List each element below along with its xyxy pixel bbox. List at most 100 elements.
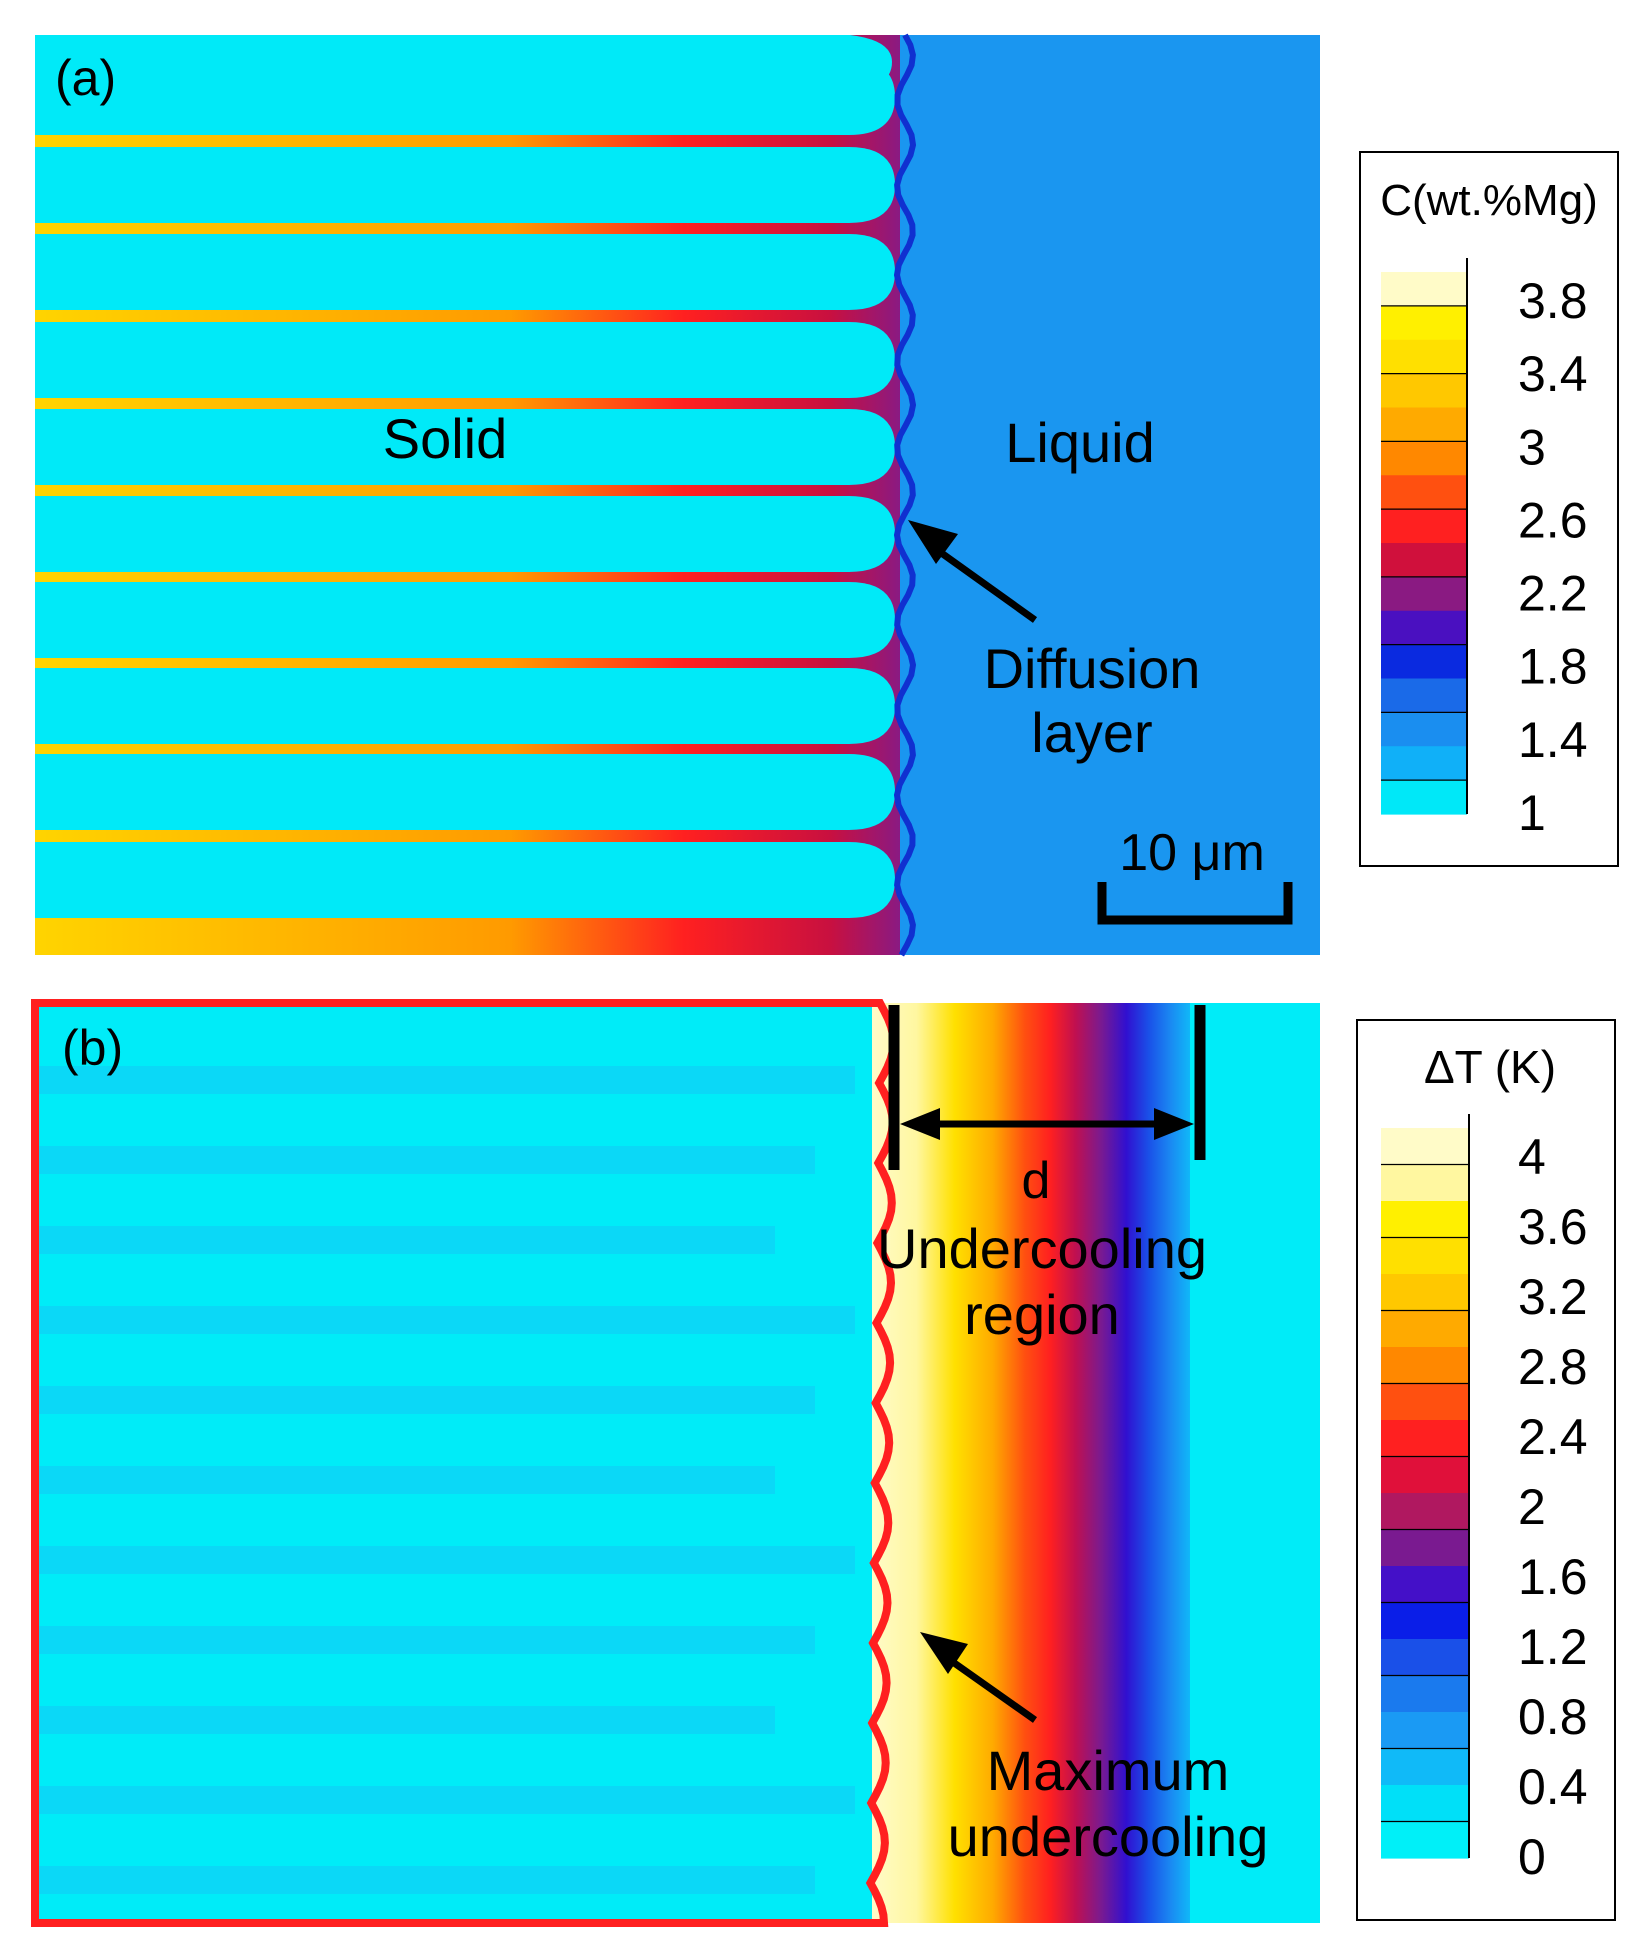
legend-tick-label: 3.8: [1518, 273, 1588, 329]
colorbar-swatch: [1381, 712, 1467, 747]
dendrite-4: [35, 322, 895, 398]
groove-11: [35, 1866, 815, 1894]
legend-tick-label: 3.6: [1518, 1199, 1588, 1255]
groove-5: [35, 1386, 815, 1414]
panel-a: (a) Solid Liquid Diffusion layer 10 μm: [35, 33, 1320, 957]
solid-label: Solid: [383, 407, 508, 470]
legend-b-title: ΔT (K): [1424, 1041, 1556, 1093]
colorbar-swatch: [1381, 1566, 1469, 1604]
legend-tick-label: 1.8: [1518, 639, 1588, 695]
groove-4: [35, 1306, 855, 1334]
diffusion-label-line2: layer: [1031, 701, 1152, 764]
colorbar-swatch: [1381, 1383, 1469, 1421]
legend-tick-label: 2.6: [1518, 492, 1588, 548]
dendrite-0: [35, 35, 892, 92]
colorbar-swatch: [1381, 746, 1467, 781]
d-arrow-head-right: [1154, 1108, 1194, 1140]
panel-a-dendrites: [35, 35, 895, 918]
legend-tick-label: 1.4: [1518, 712, 1588, 768]
colorbar-swatch: [1381, 1675, 1469, 1713]
groove-2: [35, 1146, 815, 1174]
colorbar-swatch: [1381, 373, 1467, 409]
max-undercooling-arrow-head: [920, 1632, 968, 1674]
colorbar-swatch: [1381, 305, 1467, 341]
panel-a-label: (a): [55, 50, 116, 106]
undercooling-field: [872, 1003, 1190, 1923]
legend-tick-label: 4: [1518, 1129, 1546, 1185]
colorbar-swatch: [1381, 1164, 1469, 1202]
legend-tick-label: 3: [1518, 419, 1546, 475]
panel-a-diffusion-layer: [893, 33, 917, 957]
colorbar-swatch: [1381, 1785, 1469, 1823]
dendrite-7: [35, 582, 895, 658]
colorbar-swatch: [1381, 1821, 1469, 1859]
colorbar-swatch: [1381, 1201, 1469, 1239]
colorbar-swatch: [1381, 1274, 1469, 1312]
colorbar-swatch: [1381, 339, 1467, 375]
colorbar-swatch: [1381, 644, 1467, 680]
colorbar-swatch: [1381, 441, 1467, 476]
panel-b: (b) d Undercooling region Maximum underc…: [31, 999, 1320, 1927]
legend-a-colorbar: [1381, 258, 1468, 815]
diffusion-arrow-head: [908, 520, 958, 564]
panel-b-solid-grooves: [35, 1066, 855, 1894]
liquid-label: Liquid: [1005, 411, 1154, 474]
max-undercooling-line1: Maximum: [987, 1739, 1230, 1802]
diffusion-arrow-shaft: [937, 549, 1038, 623]
colorbar-swatch: [1381, 678, 1467, 713]
dendrite-9: [35, 754, 895, 830]
colorbar-swatch: [1381, 1310, 1469, 1348]
groove-1: [35, 1066, 855, 1094]
colorbar-swatch: [1381, 1748, 1469, 1786]
colorbar-swatch: [1381, 1602, 1469, 1640]
colorbar-swatch: [1381, 509, 1467, 544]
d-label: d: [1022, 1152, 1051, 1210]
undercooling-region-line2: region: [964, 1283, 1120, 1346]
colorbar-swatch: [1381, 1456, 1469, 1494]
scale-bar-label: 10 μm: [1119, 824, 1265, 882]
groove-7: [35, 1546, 855, 1574]
colorbar-swatch: [1381, 1237, 1469, 1275]
legend-tick-label: 2.8: [1518, 1339, 1588, 1395]
dendrite-3: [35, 234, 895, 310]
legend-tick-label: 0.4: [1518, 1759, 1588, 1815]
colorbar-swatch: [1381, 1128, 1469, 1166]
colorbar-swatch: [1381, 1347, 1469, 1385]
dendrite-8: [35, 668, 895, 744]
legend-b-colorbar: [1381, 1114, 1470, 1859]
legend-tick-label: 0.8: [1518, 1689, 1588, 1745]
colorbar-swatch: [1381, 780, 1467, 815]
dendrite-10: [35, 842, 895, 918]
colorbar-swatch: [1381, 475, 1467, 510]
d-arrow-head-left: [900, 1108, 940, 1140]
legend-a-title: C(wt.%Mg): [1380, 176, 1598, 225]
colorbar-swatch: [1381, 610, 1467, 646]
legend-tick-label: 3.4: [1518, 346, 1588, 402]
legend-a-tick-labels: 3.8 3.4 3 2.6 2.2 1.8 1.4 1: [1518, 273, 1588, 841]
solid-liquid-interface: [31, 999, 898, 1927]
undercooling-region-line1: Undercooling: [877, 1217, 1207, 1280]
colorbar-swatch: [1381, 543, 1467, 578]
groove-3: [35, 1226, 775, 1254]
panel-b-label: (b): [62, 1020, 123, 1076]
colorbar-swatch: [1381, 1712, 1469, 1750]
dendrite-2: [35, 147, 895, 223]
dendrite-5: [35, 409, 895, 485]
max-undercooling-line2: undercooling: [948, 1805, 1269, 1868]
legend-a: C(wt.%Mg) 3.8 3.4 3 2.6 2.2 1.8 1.4 1: [1359, 151, 1619, 867]
legend-tick-label: 0: [1518, 1829, 1546, 1885]
legend-tick-label: 1.2: [1518, 1619, 1588, 1675]
legend-b-tick-labels: 4 3.6 3.2 2.8 2.4 2 1.6 1.2 0.8 0.4 0: [1518, 1129, 1588, 1885]
groove-10: [35, 1786, 855, 1814]
legend-tick-label: 2.2: [1518, 566, 1588, 622]
diffusion-label-line1: Diffusion: [984, 637, 1201, 700]
max-undercooling-arrow-shaft: [947, 1657, 1038, 1723]
colorbar-swatch: [1381, 1639, 1469, 1677]
colorbar-swatch: [1381, 1420, 1469, 1458]
colorbar-swatch: [1381, 272, 1467, 307]
groove-6: [35, 1466, 775, 1494]
colorbar-swatch: [1381, 1493, 1469, 1531]
legend-b: ΔT (K) 4 3.6 3.2 2.8 2.4 2 1.6 1.2 0.8 0.4 0: [1356, 1019, 1616, 1921]
legend-tick-label: 2.4: [1518, 1409, 1588, 1465]
